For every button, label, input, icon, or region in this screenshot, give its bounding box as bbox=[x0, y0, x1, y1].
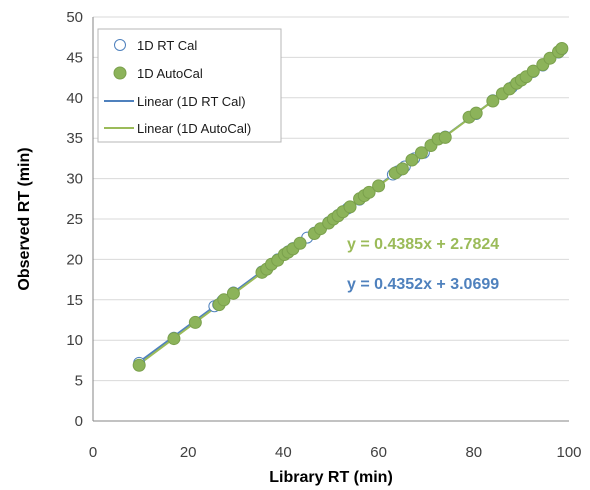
axes bbox=[92, 17, 569, 422]
legend-label-rt-cal: 1D RT Cal bbox=[137, 38, 197, 53]
x-tick-label-40: 40 bbox=[275, 444, 292, 461]
x-tick-label-0: 0 bbox=[89, 444, 97, 461]
y-tick-label-10: 10 bbox=[66, 332, 83, 349]
point-autocal-28 bbox=[414, 146, 428, 160]
x-tick-label-80: 80 bbox=[465, 444, 482, 461]
x-tick-label-20: 20 bbox=[180, 444, 197, 461]
point-autocal-24 bbox=[372, 179, 386, 193]
point-autocal-5 bbox=[226, 286, 240, 300]
equation-rt-cal: y = 0.4352x + 3.0699 bbox=[347, 276, 499, 293]
y-tick-label-20: 20 bbox=[66, 251, 83, 268]
legend-box bbox=[97, 28, 282, 143]
point-autocal-13 bbox=[293, 236, 307, 250]
y-tick-label-30: 30 bbox=[66, 171, 83, 188]
point-autocal-27 bbox=[405, 153, 419, 167]
legend-label-linear-rt-cal: Linear (1D RT Cal) bbox=[137, 94, 246, 109]
y-tick-label-50: 50 bbox=[66, 9, 83, 26]
x-tick-label-60: 60 bbox=[370, 444, 387, 461]
point-autocal-31 bbox=[438, 130, 452, 144]
y-tick-label-25: 25 bbox=[66, 211, 83, 228]
x-tick-label-100: 100 bbox=[556, 444, 581, 461]
y-tick-label-15: 15 bbox=[66, 292, 83, 309]
point-autocal-40 bbox=[526, 64, 540, 78]
point-autocal-20 bbox=[343, 200, 357, 214]
y-tick-label-45: 45 bbox=[66, 49, 83, 66]
point-autocal-1 bbox=[167, 332, 181, 346]
legend: 1D RT Cal 1D AutoCal Linear (1D RT Cal) … bbox=[97, 28, 282, 143]
point-autocal-23 bbox=[362, 185, 376, 199]
legend-marker-rt-cal bbox=[114, 39, 126, 51]
legend-label-autocal: 1D AutoCal bbox=[137, 66, 203, 81]
y-axis-title: Observed RT (min) bbox=[16, 147, 33, 290]
equation-autocal: y = 0.4385x + 2.7824 bbox=[347, 236, 499, 253]
legend-marker-autocal bbox=[113, 66, 127, 80]
point-autocal-2 bbox=[188, 315, 202, 329]
point-autocal-26 bbox=[395, 162, 409, 176]
data-points bbox=[132, 42, 569, 372]
point-autocal-0 bbox=[132, 358, 146, 372]
point-autocal-4 bbox=[217, 293, 231, 307]
point-autocal-42 bbox=[543, 51, 557, 65]
tick-labels: 0 5 10 15 20 25 30 35 40 45 50 0 20 40 60 80 100 bbox=[66, 9, 581, 461]
legend-label-linear-autocal: Linear (1D AutoCal) bbox=[137, 121, 251, 136]
x-axis-title: Library RT (min) bbox=[269, 469, 393, 486]
y-tick-label-5: 5 bbox=[75, 373, 83, 390]
y-tick-label-40: 40 bbox=[66, 90, 83, 107]
point-autocal-34 bbox=[486, 94, 500, 108]
point-autocal-33 bbox=[469, 106, 483, 120]
y-tick-label-0: 0 bbox=[75, 413, 83, 430]
point-autocal-44 bbox=[555, 42, 569, 56]
y-tick-label-35: 35 bbox=[66, 130, 83, 147]
